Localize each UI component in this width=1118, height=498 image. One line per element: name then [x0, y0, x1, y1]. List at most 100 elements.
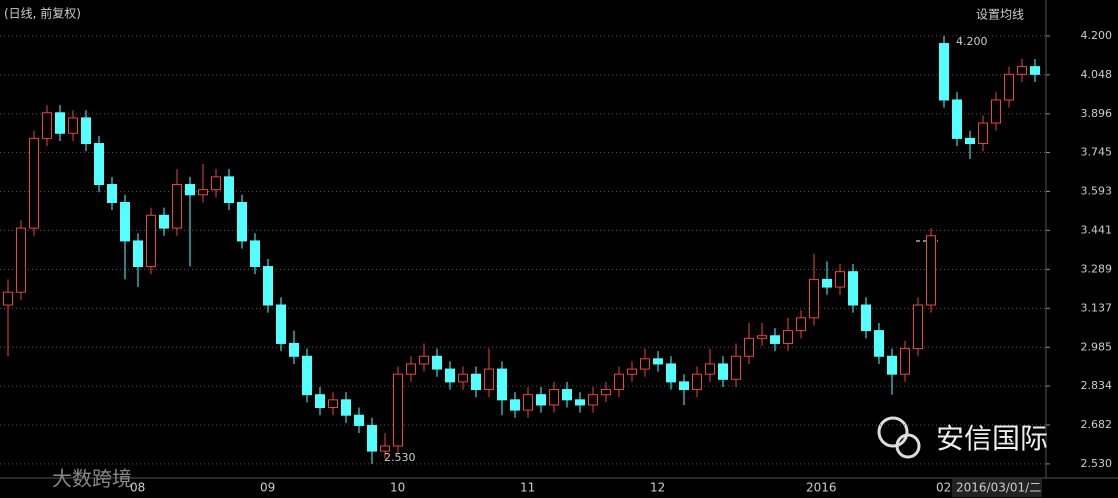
candle-body — [81, 117, 91, 145]
candle-body — [757, 335, 767, 339]
candle-body — [601, 389, 611, 396]
candle-body — [224, 176, 234, 203]
candle-body — [42, 112, 52, 139]
candle-body — [367, 424, 377, 452]
candle-body — [276, 304, 286, 344]
candle-body — [913, 304, 923, 350]
candle-body — [653, 358, 663, 365]
candle-body — [705, 363, 715, 375]
logo-text: 安信国际 — [936, 422, 1048, 455]
candle-body — [861, 304, 871, 332]
date-label: 2016/03/01/二 — [956, 481, 1041, 495]
candle-body — [302, 355, 312, 396]
candle-body — [172, 184, 182, 229]
watermark: 大数跨境 — [52, 467, 132, 491]
candle-body — [978, 122, 988, 145]
ma-button[interactable]: 设置均线 — [976, 8, 1024, 22]
x-tick-label: 12 — [650, 481, 665, 495]
candle-body — [120, 201, 130, 242]
candle-body — [1004, 73, 1014, 101]
y-tick-label: 3.441 — [1081, 223, 1113, 236]
candle-body — [991, 99, 1001, 124]
candle-body — [731, 355, 741, 380]
date-box — [952, 479, 1042, 497]
x-tick-label: 02 — [936, 481, 951, 495]
y-tick-label: 4.048 — [1081, 68, 1113, 81]
candle-body — [718, 363, 728, 380]
candle-body — [393, 373, 403, 447]
candle-body — [341, 399, 351, 416]
candle-body — [796, 317, 806, 332]
candle-body — [1030, 66, 1040, 75]
logo-icon — [895, 433, 921, 459]
y-tick-label: 2.530 — [1081, 457, 1113, 470]
logo-icon — [877, 416, 909, 448]
candle-body — [692, 373, 702, 391]
candle-body — [133, 240, 143, 268]
candle-body — [55, 112, 65, 134]
candle-body — [458, 373, 468, 383]
candle-body — [198, 189, 208, 196]
candle-body — [29, 137, 39, 229]
y-tick-label: 3.593 — [1081, 184, 1113, 197]
candle-body — [419, 355, 429, 365]
candle-body — [471, 373, 481, 391]
y-tick-label: 3.289 — [1081, 262, 1113, 275]
candle-body — [809, 278, 819, 319]
candle-body — [640, 358, 650, 370]
candle-body — [549, 389, 559, 406]
candle-body — [575, 399, 585, 406]
candle-body — [497, 368, 507, 401]
candle-body — [666, 363, 676, 383]
candle-body — [94, 143, 104, 186]
candle-body — [783, 330, 793, 344]
candle-body — [835, 271, 845, 288]
candle-body — [159, 214, 169, 229]
y-tick-label: 2.682 — [1081, 418, 1113, 431]
candle-body — [3, 291, 13, 306]
candle-body — [328, 399, 338, 409]
x-tick-label: 10 — [390, 481, 405, 495]
candle-body — [887, 355, 897, 375]
candle-body — [211, 176, 221, 191]
candle-body — [770, 335, 780, 344]
candle-body — [562, 389, 572, 401]
candle-body — [848, 271, 858, 306]
candle-body — [185, 184, 195, 196]
candle-body — [614, 373, 624, 391]
candle-body — [250, 240, 260, 268]
y-tick-label: 2.834 — [1081, 379, 1113, 392]
candle-body — [952, 99, 962, 139]
x-tick-label: 09 — [260, 481, 275, 495]
y-tick-label: 4.200 — [1081, 29, 1113, 42]
x-tick-label: 11 — [520, 481, 535, 495]
candle-body — [523, 394, 533, 411]
candle-body — [289, 342, 299, 357]
candle-body — [315, 394, 325, 409]
candle-body — [900, 348, 910, 375]
candle-body — [354, 414, 364, 426]
candle-body — [965, 137, 975, 145]
x-tick-label: 08 — [130, 481, 145, 495]
candle-body — [510, 399, 520, 411]
y-tick-label: 3.137 — [1081, 301, 1113, 314]
candle-body — [926, 235, 936, 306]
candle-body — [874, 330, 884, 357]
annotation: 2.530 — [384, 451, 416, 464]
subtitle: (日线, 前复权) — [4, 6, 81, 21]
candle-body — [627, 368, 637, 375]
candle-body — [445, 368, 455, 383]
annotation: 4.200 — [956, 35, 988, 48]
candle-body — [380, 445, 390, 452]
x-tick-label: 2016 — [806, 481, 837, 495]
candle-body — [484, 368, 494, 391]
candle-body — [146, 214, 156, 268]
candle-body — [588, 394, 598, 406]
candle-body — [744, 337, 754, 357]
y-tick-label: 3.896 — [1081, 107, 1113, 120]
candle-body — [679, 381, 689, 391]
y-tick-label: 2.985 — [1081, 340, 1113, 353]
candle-body — [107, 184, 117, 203]
candle-body — [939, 43, 949, 101]
